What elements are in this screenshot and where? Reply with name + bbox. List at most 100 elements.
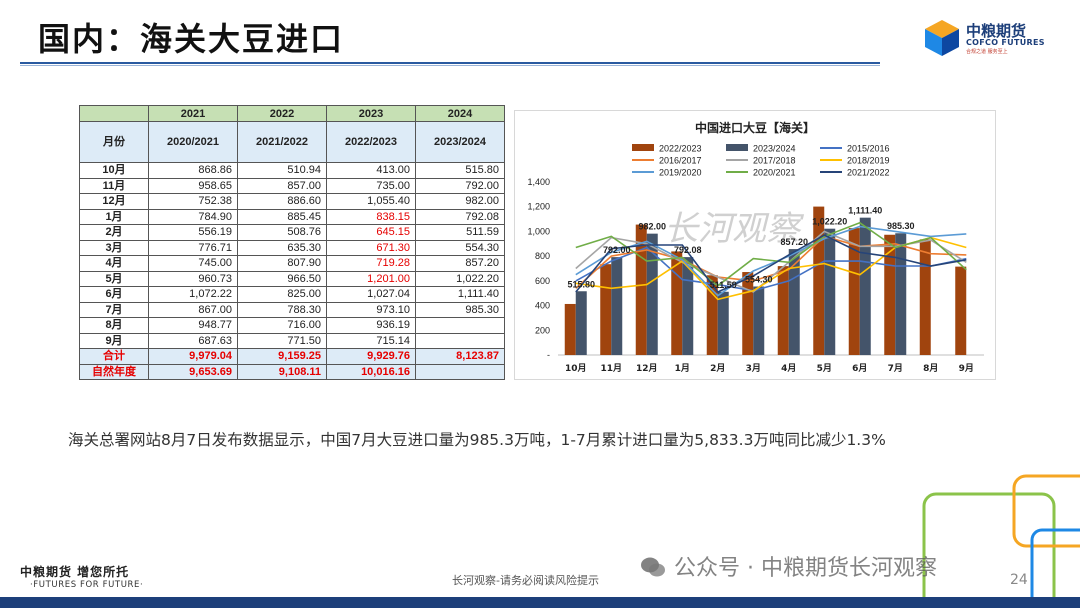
value-cell: 792.00 bbox=[415, 177, 505, 194]
legend-label: 2020/2021 bbox=[753, 168, 796, 178]
value-cell: 857.00 bbox=[237, 177, 327, 194]
bar bbox=[742, 272, 754, 355]
value-cell: 885.45 bbox=[237, 208, 327, 225]
table-row: 4月 745.00 807.90 719.28 857.20 bbox=[79, 255, 505, 272]
bar bbox=[777, 266, 789, 355]
value-cell: 645.15 bbox=[326, 224, 416, 241]
value-cell: 735.00 bbox=[326, 177, 416, 194]
value-cell: 1,027.04 bbox=[326, 286, 416, 303]
value-cell: 554.30 bbox=[415, 239, 505, 256]
year-header-cell: 2023 bbox=[326, 105, 416, 122]
month-cell: 10月 bbox=[79, 162, 149, 179]
data-label: 1,022.20 bbox=[812, 217, 847, 227]
season-header-row: 月份 2020/2021 2021/2022 2022/2023 2023/2024 bbox=[79, 121, 505, 163]
season-header-cell: 2020/2021 bbox=[148, 121, 238, 163]
value-cell: 687.63 bbox=[148, 332, 238, 349]
value-cell: 776.71 bbox=[148, 239, 238, 256]
wechat-watermark: 公众号 · 中粮期货长河观察 bbox=[640, 550, 937, 582]
natural-year-row: 自然年度 9,653.69 9,108.11 10,016.16 bbox=[79, 363, 505, 380]
table-row: 10月 868.86 510.94 413.00 515.80 bbox=[79, 162, 505, 179]
x-tick-label: 12月 bbox=[636, 363, 658, 374]
data-label: 1,111.40 bbox=[848, 206, 882, 216]
bar bbox=[813, 206, 825, 355]
bar bbox=[564, 303, 576, 355]
value-cell: 745.00 bbox=[148, 255, 238, 272]
legend-swatch bbox=[632, 144, 654, 151]
table-row: 7月 867.00 788.30 973.10 985.30 bbox=[79, 301, 505, 318]
month-cell: 1月 bbox=[79, 208, 149, 225]
value-cell: 966.50 bbox=[237, 270, 327, 287]
value-cell: 556.19 bbox=[148, 224, 238, 241]
x-tick-label: 2月 bbox=[710, 363, 725, 374]
bar bbox=[788, 249, 800, 355]
series-line bbox=[575, 234, 967, 293]
bar bbox=[600, 264, 612, 355]
value-cell: 960.73 bbox=[148, 270, 238, 287]
bar bbox=[682, 257, 694, 355]
value-cell: 868.86 bbox=[148, 162, 238, 179]
bar bbox=[884, 234, 896, 355]
data-label: 792.08 bbox=[674, 245, 702, 255]
x-tick-label: 3月 bbox=[746, 363, 761, 374]
x-tick-label: 4月 bbox=[781, 363, 796, 374]
footer-disclaimer: 长河观察-请务必阅读风险提示 bbox=[452, 574, 599, 587]
footer-brand: 中粮期货 增您所托 bbox=[20, 565, 130, 579]
title-divider bbox=[20, 62, 880, 64]
value-cell: 1,055.40 bbox=[326, 193, 416, 210]
series-line bbox=[575, 221, 967, 287]
import-table-body: 2021 2022 2023 2024 月份 2020/2021 2021/2022 2022… bbox=[79, 105, 505, 380]
table-row: 1月 784.90 885.45 838.15 792.08 bbox=[79, 208, 505, 225]
value-cell: 792.08 bbox=[415, 208, 505, 225]
x-tick-label: 11月 bbox=[600, 363, 622, 374]
value-cell: 838.15 bbox=[326, 208, 416, 225]
legend-label: 2017/2018 bbox=[753, 156, 796, 166]
bar bbox=[919, 239, 931, 355]
legend-label: 2022/2023 bbox=[659, 144, 702, 154]
data-label: 515.80 bbox=[567, 279, 595, 289]
legend-label: 2023/2024 bbox=[753, 144, 796, 154]
table-row: 11月 958.65 857.00 735.00 792.00 bbox=[79, 177, 505, 194]
value-cell: 1,111.40 bbox=[415, 286, 505, 303]
x-tick-label: 8月 bbox=[923, 363, 938, 374]
table-row: 12月 752.38 886.60 1,055.40 982.00 bbox=[79, 193, 505, 210]
bar bbox=[611, 257, 623, 355]
month-cell: 9月 bbox=[79, 332, 149, 349]
value-cell: 936.19 bbox=[326, 317, 416, 334]
value-cell: 719.28 bbox=[326, 255, 416, 272]
value-cell: 985.30 bbox=[415, 301, 505, 318]
year-header-cell: 2021 bbox=[148, 105, 238, 122]
natural-year-row-value: 9,108.11 bbox=[237, 363, 327, 380]
value-cell: 771.50 bbox=[237, 332, 327, 349]
year-header-cell: 2024 bbox=[415, 105, 505, 122]
x-tick-label: 1月 bbox=[675, 363, 690, 374]
month-cell: 2月 bbox=[79, 224, 149, 241]
legend-swatch bbox=[726, 144, 748, 151]
legend-label: 2021/2022 bbox=[847, 168, 890, 178]
legend-label: 2019/2020 bbox=[659, 168, 702, 178]
table-row: 9月 687.63 771.50 715.14 bbox=[79, 332, 505, 349]
bar bbox=[753, 286, 765, 355]
bar bbox=[706, 275, 718, 355]
month-cell: 5月 bbox=[79, 270, 149, 287]
header-corner bbox=[79, 105, 149, 122]
page-number: 24 bbox=[1010, 572, 1028, 588]
import-table: 2021 2022 2023 2024 月份 2020/2021 2021/2022 2022… bbox=[79, 105, 505, 380]
x-tick-label: 7月 bbox=[888, 363, 903, 374]
value-cell bbox=[415, 317, 505, 334]
value-cell: 413.00 bbox=[326, 162, 416, 179]
month-header: 月份 bbox=[79, 121, 149, 163]
value-cell: 788.30 bbox=[237, 301, 327, 318]
x-tick-label: 9月 bbox=[959, 363, 974, 374]
table-row: 6月 1,072.22 825.00 1,027.04 1,111.40 bbox=[79, 286, 505, 303]
total-row-value: 9,159.25 bbox=[237, 348, 327, 365]
value-cell: 510.94 bbox=[237, 162, 327, 179]
corner-decoration bbox=[922, 474, 1080, 600]
value-cell: 825.00 bbox=[237, 286, 327, 303]
month-cell: 4月 bbox=[79, 255, 149, 272]
series-line bbox=[575, 225, 967, 297]
natural-year-row-value bbox=[415, 363, 505, 380]
data-label: 985.30 bbox=[887, 221, 915, 231]
table-row: 8月 948.77 716.00 936.19 bbox=[79, 317, 505, 334]
y-tick-label: 800 bbox=[535, 251, 550, 261]
value-cell: 515.80 bbox=[415, 162, 505, 179]
